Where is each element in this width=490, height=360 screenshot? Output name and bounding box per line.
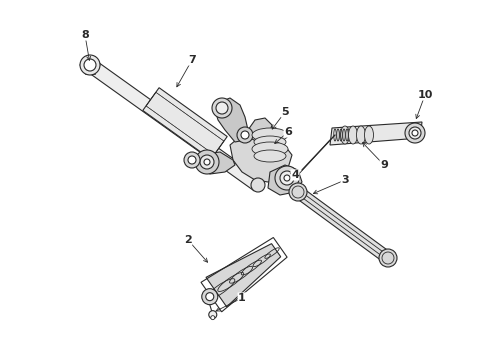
- Ellipse shape: [252, 142, 288, 156]
- Circle shape: [184, 152, 200, 168]
- Polygon shape: [230, 132, 292, 182]
- Text: 9: 9: [380, 160, 388, 170]
- Polygon shape: [294, 187, 392, 263]
- Ellipse shape: [357, 126, 366, 144]
- Circle shape: [212, 98, 232, 118]
- Polygon shape: [143, 88, 227, 159]
- Circle shape: [188, 156, 196, 164]
- Ellipse shape: [254, 150, 286, 162]
- Ellipse shape: [348, 126, 358, 144]
- Circle shape: [275, 166, 299, 190]
- Circle shape: [251, 178, 265, 192]
- Circle shape: [195, 150, 219, 174]
- Circle shape: [206, 293, 214, 301]
- Polygon shape: [198, 152, 235, 174]
- Polygon shape: [206, 244, 281, 307]
- Polygon shape: [248, 118, 272, 142]
- Circle shape: [405, 123, 425, 143]
- Circle shape: [237, 127, 253, 143]
- Text: 7: 7: [188, 55, 196, 65]
- Circle shape: [204, 159, 210, 165]
- Polygon shape: [268, 165, 302, 195]
- Circle shape: [409, 127, 421, 139]
- Circle shape: [284, 175, 290, 181]
- Ellipse shape: [254, 136, 286, 148]
- Circle shape: [80, 55, 100, 75]
- Text: 8: 8: [81, 30, 89, 40]
- Polygon shape: [330, 122, 422, 145]
- Ellipse shape: [252, 128, 288, 142]
- Text: 6: 6: [284, 127, 292, 137]
- Circle shape: [289, 183, 307, 201]
- Circle shape: [209, 311, 217, 319]
- Circle shape: [241, 131, 249, 139]
- Text: 4: 4: [291, 170, 299, 180]
- Circle shape: [202, 289, 218, 305]
- Circle shape: [83, 58, 97, 72]
- Text: 2: 2: [184, 235, 192, 245]
- Circle shape: [379, 249, 397, 267]
- Text: 1: 1: [238, 293, 246, 303]
- Circle shape: [412, 130, 418, 136]
- Ellipse shape: [365, 126, 373, 144]
- Polygon shape: [215, 98, 248, 142]
- Circle shape: [216, 102, 228, 114]
- Text: 5: 5: [281, 107, 289, 117]
- Polygon shape: [86, 59, 262, 191]
- Circle shape: [200, 155, 214, 169]
- Text: 3: 3: [341, 175, 349, 185]
- Ellipse shape: [341, 126, 349, 144]
- Circle shape: [211, 316, 215, 320]
- Circle shape: [84, 59, 96, 71]
- Text: 10: 10: [417, 90, 433, 100]
- Circle shape: [280, 171, 294, 185]
